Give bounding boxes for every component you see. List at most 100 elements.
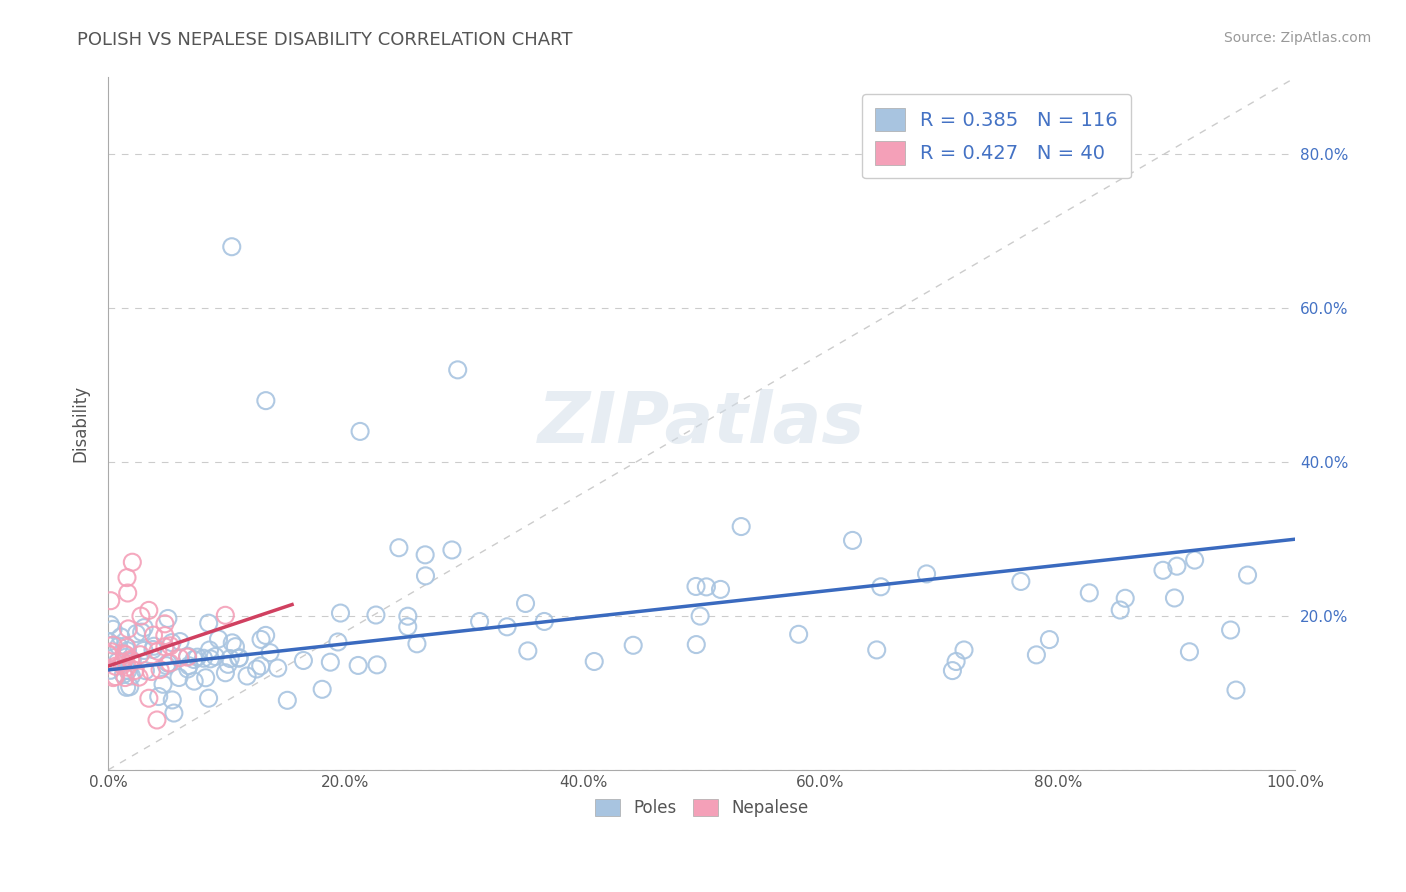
Point: [115, 571, 138, 585]
Point: [156, 657, 179, 671]
Point: [267, 661, 290, 675]
Point: [156, 611, 179, 625]
Point: [112, 647, 135, 661]
Point: [163, 706, 186, 720]
Point: [254, 628, 277, 642]
Point: [413, 548, 436, 562]
Point: [197, 616, 219, 631]
Point: [153, 640, 176, 654]
Point: [468, 615, 491, 629]
Point: [132, 643, 155, 657]
Point: [117, 644, 139, 658]
Point: [1225, 683, 1247, 698]
Point: [112, 667, 135, 681]
Point: [1184, 553, 1206, 567]
Point: [396, 609, 419, 624]
Point: [159, 656, 181, 670]
Point: [131, 625, 153, 640]
Point: [447, 363, 470, 377]
Point: [364, 607, 387, 622]
Point: [246, 662, 269, 676]
Point: [193, 651, 215, 665]
Point: [941, 664, 963, 678]
Point: [221, 636, 243, 650]
Point: [117, 664, 139, 678]
Point: [159, 639, 181, 653]
Point: [224, 640, 246, 654]
Point: [114, 671, 136, 685]
Point: [583, 655, 606, 669]
Text: Source: ZipAtlas.com: Source: ZipAtlas.com: [1223, 31, 1371, 45]
Point: [143, 639, 166, 653]
Point: [533, 615, 555, 629]
Point: [114, 639, 136, 653]
Point: [695, 580, 717, 594]
Point: [97, 635, 120, 649]
Point: [228, 651, 250, 665]
Point: [125, 626, 148, 640]
Point: [869, 580, 891, 594]
Point: [866, 643, 889, 657]
Point: [915, 566, 938, 581]
Point: [945, 655, 967, 669]
Text: ZIPatlas: ZIPatlas: [538, 389, 866, 458]
Point: [100, 663, 122, 677]
Point: [841, 533, 863, 548]
Point: [953, 643, 976, 657]
Point: [141, 665, 163, 679]
Point: [1078, 586, 1101, 600]
Point: [329, 606, 352, 620]
Point: [103, 671, 125, 685]
Point: [169, 651, 191, 665]
Point: [101, 638, 124, 652]
Point: [198, 643, 221, 657]
Point: [319, 655, 342, 669]
Point: [176, 649, 198, 664]
Point: [100, 593, 122, 607]
Point: [349, 425, 371, 439]
Point: [276, 693, 298, 707]
Point: [104, 659, 127, 673]
Point: [153, 629, 176, 643]
Point: [120, 654, 142, 668]
Point: [129, 609, 152, 624]
Point: [1219, 623, 1241, 637]
Point: [186, 650, 208, 665]
Point: [115, 648, 138, 662]
Point: [153, 616, 176, 631]
Point: [121, 654, 143, 668]
Point: [120, 652, 142, 666]
Point: [117, 586, 139, 600]
Point: [101, 622, 124, 636]
Point: [217, 657, 239, 672]
Point: [183, 652, 205, 666]
Point: [100, 645, 122, 659]
Point: [177, 662, 200, 676]
Point: [621, 638, 644, 652]
Point: [98, 617, 121, 632]
Point: [142, 628, 165, 642]
Point: [787, 627, 810, 641]
Point: [142, 642, 165, 657]
Point: [112, 656, 135, 670]
Point: [1178, 645, 1201, 659]
Point: [1010, 574, 1032, 589]
Point: [115, 681, 138, 695]
Point: [228, 650, 250, 665]
Point: [200, 652, 222, 666]
Point: [169, 634, 191, 648]
Point: [138, 603, 160, 617]
Point: [515, 597, 537, 611]
Point: [111, 658, 134, 673]
Point: [396, 620, 419, 634]
Point: [259, 646, 281, 660]
Point: [249, 659, 271, 673]
Point: [685, 638, 707, 652]
Point: [496, 620, 519, 634]
Point: [1109, 603, 1132, 617]
Point: [134, 621, 156, 635]
Point: [148, 690, 170, 704]
Point: [128, 670, 150, 684]
Point: [167, 671, 190, 685]
Point: [204, 649, 226, 664]
